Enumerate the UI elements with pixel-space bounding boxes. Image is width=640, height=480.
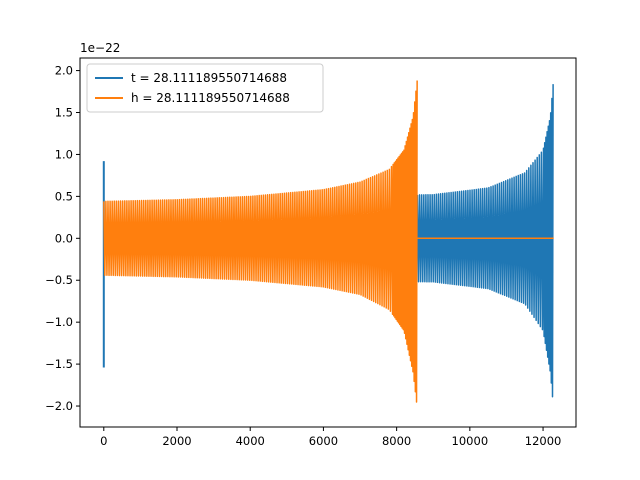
legend-label-0: t = 28.111189550714688 [131, 71, 287, 85]
y-tick-label: −2.0 [45, 399, 73, 413]
x-tick-label: 8000 [382, 434, 411, 448]
y-tick-label: −0.5 [45, 273, 73, 287]
y-tick-label: 0.5 [55, 189, 73, 203]
x-tick-label: 0 [100, 434, 107, 448]
x-tick-label: 4000 [236, 434, 265, 448]
axes-frame [79, 57, 577, 428]
y-tick-label: 1.5 [55, 106, 73, 120]
x-tick-label: 12000 [525, 434, 562, 448]
legend: t = 28.111189550714688 h = 28.11118955071… [86, 63, 324, 113]
y-offset-label: 1e−22 [80, 41, 120, 55]
y-tick-label: −1.0 [45, 315, 73, 329]
x-tick-label: 6000 [309, 434, 338, 448]
legend-label-1: h = 28.111189550714688 [131, 91, 290, 105]
legend-box [86, 63, 324, 113]
x-tick-label: 2000 [162, 434, 191, 448]
y-tick-label: 2.0 [55, 64, 73, 78]
series-1-line [103, 80, 418, 403]
y-tick-label: −1.5 [45, 357, 73, 371]
y-tick-label: 1.0 [55, 147, 73, 161]
series-0-line [416, 84, 554, 398]
x-tick-label: 10000 [452, 434, 489, 448]
y-tick-label: 0.0 [55, 231, 73, 245]
